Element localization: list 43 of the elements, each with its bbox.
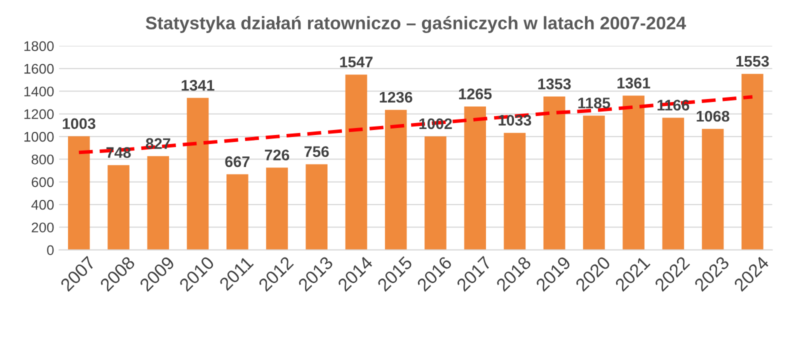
data-label: 667 (225, 156, 250, 168)
y-tick-label: 800 (32, 154, 54, 164)
bar (266, 168, 288, 250)
bar (108, 165, 130, 250)
data-label: 1003 (62, 118, 96, 130)
y-tick-label: 400 (31, 200, 54, 210)
data-label: 756 (304, 146, 329, 158)
bar (306, 164, 328, 250)
data-label: 1361 (618, 78, 650, 88)
data-label: 1341 (182, 80, 214, 91)
data-label: 1265 (459, 88, 492, 100)
bar (424, 136, 446, 250)
data-label: 1236 (380, 92, 412, 103)
bar (68, 136, 90, 250)
data-label: 726 (264, 150, 290, 160)
y-tick-label: 1800 (24, 41, 54, 52)
bar (464, 106, 486, 250)
y-tick-label: 600 (32, 177, 54, 188)
y-tick-label: 0 (47, 245, 54, 256)
data-label: 1353 (538, 78, 571, 90)
bar (742, 74, 764, 250)
y-tick-label: 1400 (24, 86, 54, 96)
bar (384, 110, 407, 250)
y-tick-label: 1200 (24, 109, 54, 120)
bar (186, 98, 209, 250)
y-tick-label: 1000 (24, 132, 54, 142)
y-tick-label: 200 (32, 222, 54, 232)
bar (345, 74, 368, 250)
data-label: 1547 (340, 56, 373, 68)
data-label: 1553 (736, 56, 769, 67)
bar (583, 116, 605, 250)
bar (226, 174, 248, 250)
bar (543, 96, 566, 250)
data-label: 1068 (696, 110, 730, 122)
bar (702, 128, 724, 250)
bar (504, 132, 526, 250)
data-label: 1033 (498, 114, 532, 126)
bar (622, 96, 644, 250)
bar (662, 118, 684, 250)
data-label: 1185 (578, 98, 610, 108)
y-tick-label: 1600 (24, 64, 54, 74)
chart-title: Statystyka działań ratowniczo – gaśniczych w latach 2007-2024 (146, 16, 686, 34)
bar (147, 156, 170, 250)
